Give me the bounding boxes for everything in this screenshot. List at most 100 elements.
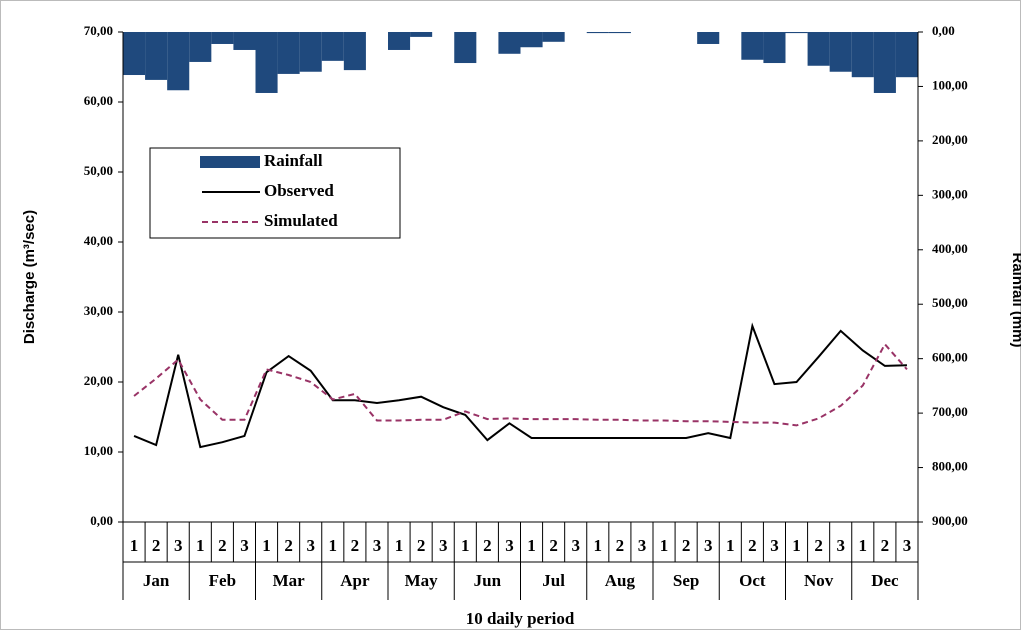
legend-label: Rainfall xyxy=(264,151,323,170)
y2-tick-label: 100,00 xyxy=(932,77,968,92)
bar xyxy=(454,32,477,64)
group-label: Jun xyxy=(474,571,502,590)
bar xyxy=(608,32,631,34)
y2-tick-label: 900,00 xyxy=(932,513,968,528)
y-tick-label: 50,00 xyxy=(84,163,113,178)
bar xyxy=(763,32,786,64)
x-tick-label: 1 xyxy=(130,536,139,555)
y-tick-label: 20,00 xyxy=(84,373,113,388)
x-tick-label: 1 xyxy=(262,536,271,555)
y2-axis-label: Rainfall (mm) xyxy=(1009,252,1021,347)
bar xyxy=(851,32,874,78)
y-tick-label: 30,00 xyxy=(84,303,113,318)
x-tick-label: 2 xyxy=(218,536,227,555)
x-tick-label: 2 xyxy=(351,536,360,555)
y2-tick-label: 200,00 xyxy=(932,132,968,147)
x-tick-label: 3 xyxy=(240,536,249,555)
y-tick-label: 0,00 xyxy=(90,513,113,528)
bar xyxy=(321,32,344,61)
x-tick-label: 1 xyxy=(527,536,536,555)
x-tick-label: 3 xyxy=(505,536,514,555)
bar xyxy=(167,32,190,91)
x-tick-label: 1 xyxy=(594,536,603,555)
x-tick-label: 3 xyxy=(836,536,845,555)
x-tick-label: 2 xyxy=(748,536,757,555)
bar xyxy=(388,32,411,50)
x-tick-label: 1 xyxy=(461,536,470,555)
group-label: Apr xyxy=(340,571,370,590)
y2-tick-label: 400,00 xyxy=(932,241,968,256)
y2-tick-label: 0,00 xyxy=(932,23,955,38)
y-tick-label: 70,00 xyxy=(84,23,113,38)
y-tick-label: 40,00 xyxy=(84,233,113,248)
group-label: Jan xyxy=(143,571,170,590)
x-tick-label: 2 xyxy=(616,536,625,555)
group-label: May xyxy=(405,571,439,590)
bar xyxy=(807,32,830,66)
bar xyxy=(255,32,278,93)
y2-tick-label: 700,00 xyxy=(932,404,968,419)
x-axis-label: 10 daily period xyxy=(466,609,575,628)
bar xyxy=(697,32,720,44)
group-label: Aug xyxy=(605,571,636,590)
x-tick-label: 1 xyxy=(329,536,338,555)
x-tick-label: 2 xyxy=(682,536,691,555)
group-label: Jul xyxy=(542,571,565,590)
x-tick-label: 3 xyxy=(571,536,580,555)
y2-tick-label: 600,00 xyxy=(932,350,968,365)
x-tick-label: 3 xyxy=(439,536,448,555)
x-tick-label: 3 xyxy=(770,536,779,555)
x-tick-label: 1 xyxy=(726,536,735,555)
bar xyxy=(586,32,609,34)
x-tick-label: 3 xyxy=(373,536,382,555)
bar xyxy=(498,32,521,54)
bar xyxy=(233,32,256,50)
bar xyxy=(873,32,896,93)
bar xyxy=(299,32,322,72)
y2-tick-label: 500,00 xyxy=(932,295,968,310)
group-label: Oct xyxy=(739,571,766,590)
y-tick-label: 60,00 xyxy=(84,93,113,108)
x-tick-label: 3 xyxy=(306,536,315,555)
y-tick-label: 10,00 xyxy=(84,443,113,458)
x-tick-label: 3 xyxy=(174,536,183,555)
line xyxy=(133,342,908,427)
x-tick-label: 3 xyxy=(704,536,713,555)
bar xyxy=(741,32,764,60)
bar xyxy=(410,32,433,37)
bar xyxy=(895,32,918,78)
bar xyxy=(785,32,808,34)
group-label: Dec xyxy=(871,571,899,590)
x-tick-label: 1 xyxy=(395,536,404,555)
line xyxy=(133,322,907,449)
bar xyxy=(277,32,300,74)
bar xyxy=(211,32,234,44)
x-tick-label: 2 xyxy=(417,536,426,555)
y2-tick-label: 800,00 xyxy=(932,459,968,474)
y-axis-label: Discharge (m³/sec) xyxy=(21,210,38,344)
bar xyxy=(520,32,543,48)
x-tick-label: 1 xyxy=(196,536,205,555)
legend-label: Simulated xyxy=(264,211,338,230)
bar xyxy=(829,32,852,72)
group-label: Mar xyxy=(273,571,306,590)
x-tick-label: 2 xyxy=(284,536,293,555)
x-tick-label: 2 xyxy=(483,536,492,555)
x-tick-label: 2 xyxy=(152,536,161,555)
legend-swatch xyxy=(200,156,260,168)
x-tick-label: 1 xyxy=(792,536,801,555)
legend-box xyxy=(149,147,401,239)
x-tick-label: 2 xyxy=(549,536,558,555)
x-tick-label: 1 xyxy=(859,536,868,555)
group-label: Feb xyxy=(209,571,236,590)
x-tick-label: 3 xyxy=(903,536,912,555)
x-tick-label: 2 xyxy=(881,536,890,555)
x-tick-label: 1 xyxy=(660,536,669,555)
bar xyxy=(145,32,168,80)
bar xyxy=(542,32,565,42)
y2-tick-label: 300,00 xyxy=(932,186,968,201)
x-tick-label: 2 xyxy=(814,536,823,555)
legend-label: Observed xyxy=(264,181,334,200)
